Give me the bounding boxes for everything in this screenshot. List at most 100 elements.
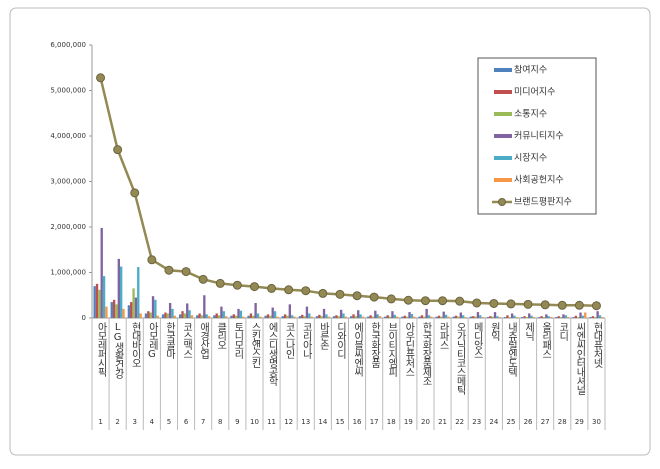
bar xyxy=(510,313,514,318)
legend-swatch xyxy=(494,112,512,116)
bar xyxy=(496,316,499,318)
bar xyxy=(581,315,585,318)
rank-label: 30 xyxy=(592,418,601,426)
bar xyxy=(401,316,404,318)
bar xyxy=(506,315,509,318)
bar xyxy=(386,315,389,318)
bar xyxy=(247,315,250,318)
bar xyxy=(457,316,460,318)
line-marker xyxy=(540,300,550,310)
x-tick-label: 내츄럴엔도텍 xyxy=(505,322,517,378)
bar xyxy=(179,314,182,318)
bar xyxy=(281,316,284,318)
x-tick-label: 스킨앤스킨 xyxy=(249,322,261,368)
bar xyxy=(359,314,362,318)
bar xyxy=(171,308,174,318)
line-marker xyxy=(523,299,533,309)
bar xyxy=(503,317,507,318)
bar xyxy=(196,315,199,318)
bar xyxy=(481,317,484,318)
y-tick-label: 1,000,000 xyxy=(50,269,86,277)
bar xyxy=(361,316,365,318)
bar xyxy=(183,313,187,318)
bar xyxy=(217,315,221,318)
x-tick-label: LG생활건강 xyxy=(112,322,124,379)
bar xyxy=(224,316,228,318)
line-marker xyxy=(198,274,208,284)
bar xyxy=(230,315,233,318)
y-tick-label: 3,000,000 xyxy=(50,178,86,186)
bar xyxy=(198,313,201,318)
bar xyxy=(371,316,375,318)
bar xyxy=(235,315,238,318)
rank-label: 2 xyxy=(115,418,119,426)
bar xyxy=(525,317,529,318)
bar xyxy=(161,314,165,318)
bar xyxy=(423,316,426,318)
bar xyxy=(545,314,548,318)
line-marker xyxy=(438,296,448,306)
bar xyxy=(577,317,580,318)
bar xyxy=(515,317,518,318)
bar xyxy=(596,311,599,318)
bar xyxy=(318,314,321,318)
y-tick-label: 4,000,000 xyxy=(50,132,86,140)
bar xyxy=(410,313,414,318)
bar xyxy=(508,317,511,318)
legend-label: 시장지수 xyxy=(514,153,547,164)
bar xyxy=(444,314,448,318)
bar xyxy=(388,316,392,318)
bar xyxy=(601,317,604,318)
bar xyxy=(476,312,480,318)
bar xyxy=(181,311,184,318)
y-tick-label: 2,000,000 xyxy=(50,223,86,231)
x-tick-label: 한국화장품제조 xyxy=(420,322,432,385)
bar xyxy=(391,311,394,318)
x-tick-label: 클리오 xyxy=(215,322,227,349)
bar xyxy=(532,317,536,318)
bar xyxy=(156,315,159,318)
bar xyxy=(117,258,120,318)
bar xyxy=(320,316,323,318)
bar xyxy=(95,283,99,318)
bar xyxy=(327,316,330,318)
bar xyxy=(303,316,306,318)
bar xyxy=(547,316,550,318)
bar xyxy=(530,315,533,318)
bar xyxy=(222,311,225,318)
y-tick-label: 6,000,000 xyxy=(50,41,86,49)
bar xyxy=(115,304,118,318)
bar xyxy=(418,316,421,318)
bar xyxy=(173,315,176,318)
legend-label: 미디어지수 xyxy=(514,87,555,98)
line-marker xyxy=(96,73,106,83)
bar xyxy=(207,316,211,318)
bar xyxy=(120,266,123,318)
bar xyxy=(486,317,490,318)
line-marker xyxy=(301,286,311,296)
line-marker xyxy=(284,285,294,295)
line-marker xyxy=(267,283,277,293)
x-tick-label: 토니모리 xyxy=(232,322,244,360)
bar xyxy=(598,315,602,318)
bar xyxy=(252,315,255,318)
bar xyxy=(374,310,377,318)
bar xyxy=(342,313,345,318)
bar xyxy=(447,316,450,318)
line-marker xyxy=(232,280,242,290)
bar xyxy=(325,314,328,318)
line-marker xyxy=(591,301,601,311)
legend-label: 브랜드평판지수 xyxy=(514,197,572,208)
bar xyxy=(584,312,587,318)
bar xyxy=(291,315,294,318)
bar xyxy=(474,316,477,318)
bar xyxy=(472,316,475,318)
bar xyxy=(301,314,304,318)
bar xyxy=(491,316,494,318)
bar xyxy=(562,314,565,318)
bar xyxy=(273,311,277,318)
bar xyxy=(232,314,235,318)
x-tick-label: 씨엔씨인터내셔널 xyxy=(574,322,586,395)
bar xyxy=(498,317,501,318)
bar xyxy=(566,317,570,318)
